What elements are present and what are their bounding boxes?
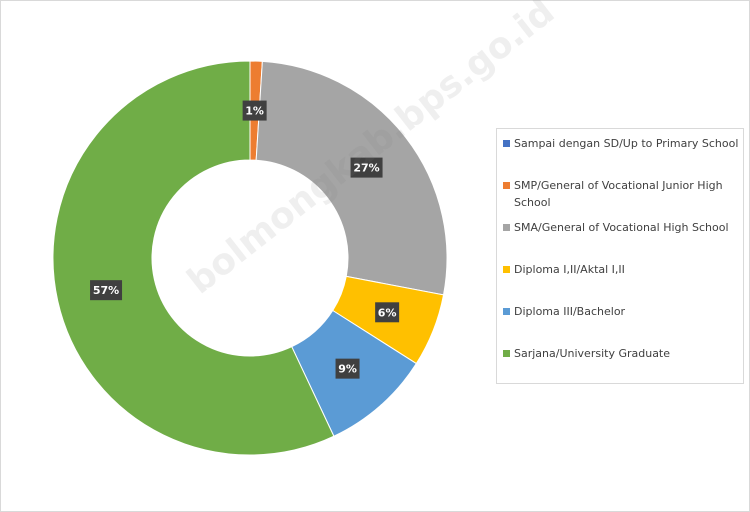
- data-label-box: [242, 100, 267, 121]
- legend-swatch: [503, 140, 510, 147]
- legend-item: Diploma I,II/Aktal I,II: [501, 261, 739, 303]
- legend-item: Sampai dengan SD/Up to Primary School: [501, 135, 739, 177]
- data-label: 9%: [338, 363, 357, 376]
- data-label-box: [335, 358, 360, 379]
- legend: Sampai dengan SD/Up to Primary School SMP…: [496, 128, 744, 384]
- legend-label: Sarjana/University Graduate: [514, 347, 671, 360]
- legend-swatch: [503, 350, 510, 357]
- legend-label: SMA/General of Vocational High School: [514, 221, 729, 234]
- legend-label: Diploma I,II/Aktal I,II: [514, 263, 625, 276]
- legend-label: SMP/General of Vocational Junior High Sc…: [514, 179, 723, 209]
- legend-label: Diploma III/Bachelor: [514, 305, 626, 318]
- legend-label: Sampai dengan SD/Up to Primary School: [514, 137, 739, 150]
- data-label-box: [350, 157, 383, 178]
- data-label: 27%: [353, 162, 379, 175]
- legend-swatch: [503, 308, 510, 315]
- data-label-box: [90, 280, 123, 301]
- legend-item: Sarjana/University Graduate: [501, 345, 739, 387]
- legend-item: Diploma III/Bachelor: [501, 303, 739, 345]
- legend-swatch: [503, 266, 510, 273]
- legend-swatch: [503, 182, 510, 189]
- data-label: 1%: [245, 105, 264, 118]
- legend-swatch: [503, 224, 510, 231]
- data-label-box: [375, 302, 400, 323]
- data-label: 6%: [378, 306, 397, 319]
- donut-slice: [52, 60, 335, 456]
- legend-item: SMP/General of Vocational Junior High Sc…: [501, 177, 739, 219]
- donut-slice: [255, 60, 448, 296]
- data-label: 57%: [93, 284, 119, 297]
- legend-item: SMA/General of Vocational High School: [501, 219, 739, 261]
